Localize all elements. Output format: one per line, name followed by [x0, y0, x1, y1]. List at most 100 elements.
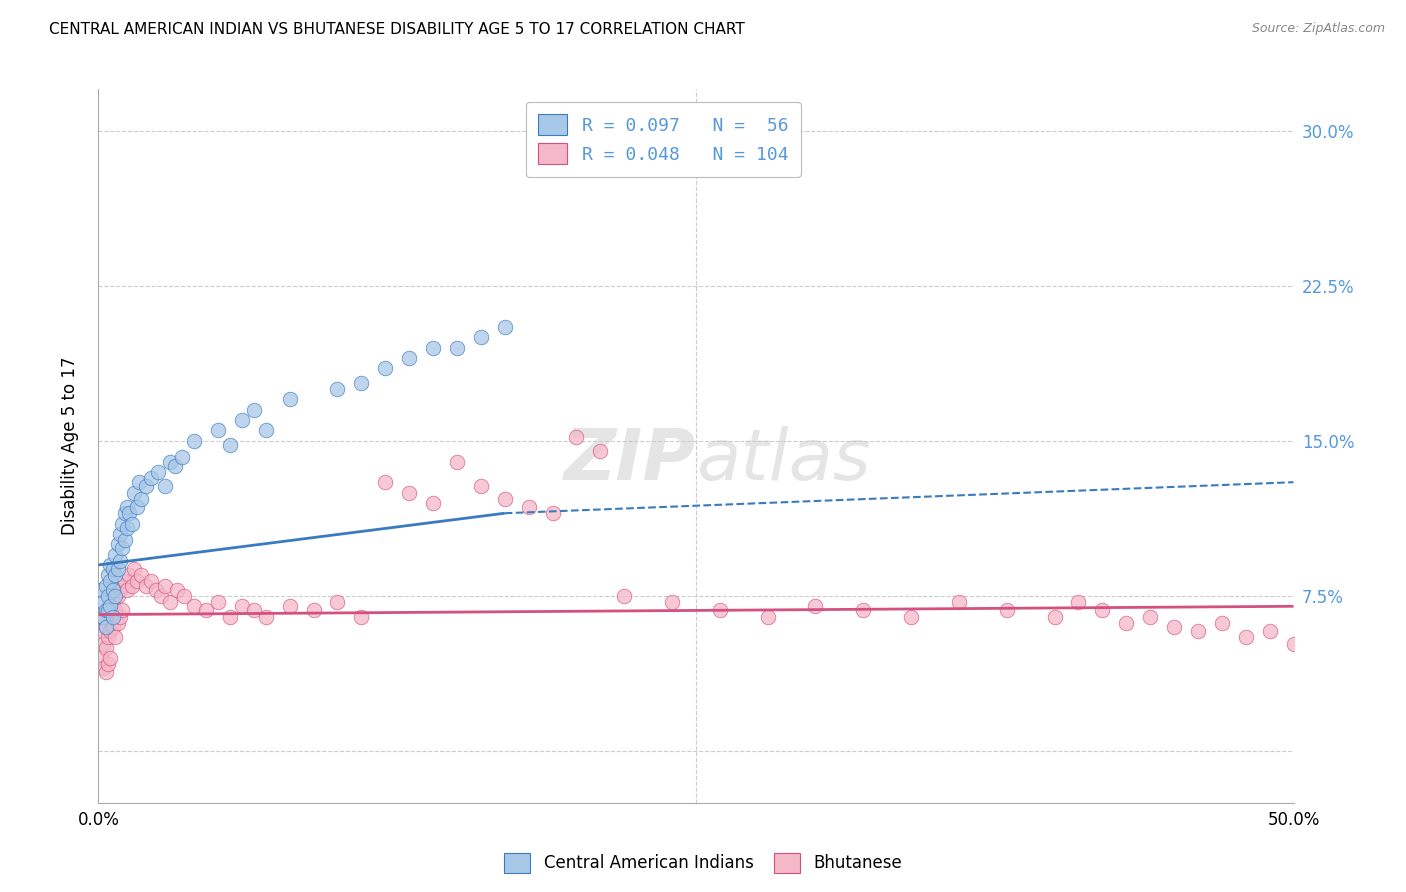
Point: [114, 533, 136, 548]
Point: [139, 471, 162, 485]
Point: [254, 609, 277, 624]
Point: [94, 665, 117, 680]
Point: [1354, 636, 1376, 650]
Point: [101, 609, 124, 624]
Point: [804, 599, 827, 614]
Point: [1067, 595, 1090, 609]
Point: [852, 603, 875, 617]
Point: [350, 376, 373, 390]
Point: [254, 424, 277, 438]
Point: [111, 579, 134, 593]
Point: [159, 595, 181, 609]
Point: [243, 402, 266, 417]
Point: [139, 574, 162, 589]
Point: [101, 562, 124, 576]
Point: [97, 603, 120, 617]
Text: CENTRAL AMERICAN INDIAN VS BHUTANESE DISABILITY AGE 5 TO 17 CORRELATION CHART: CENTRAL AMERICAN INDIAN VS BHUTANESE DIS…: [49, 22, 745, 37]
Point: [183, 434, 205, 448]
Point: [104, 548, 127, 562]
Point: [207, 424, 229, 438]
Point: [243, 603, 266, 617]
Point: [207, 595, 229, 609]
Point: [172, 450, 194, 465]
Point: [125, 574, 148, 589]
Point: [94, 579, 117, 593]
Point: [107, 589, 129, 603]
Point: [135, 579, 157, 593]
Point: [1282, 636, 1305, 650]
Point: [101, 595, 124, 609]
Y-axis label: Disability Age 5 to 17: Disability Age 5 to 17: [60, 357, 79, 535]
Point: [374, 475, 396, 490]
Point: [90, 651, 112, 665]
Point: [173, 589, 195, 603]
Point: [115, 500, 138, 514]
Point: [91, 636, 114, 650]
Point: [709, 603, 731, 617]
Point: [995, 603, 1018, 617]
Point: [422, 496, 444, 510]
Legend: R = 0.097   N =  56, R = 0.048   N = 104: R = 0.097 N = 56, R = 0.048 N = 104: [526, 102, 801, 177]
Point: [1234, 630, 1257, 644]
Point: [159, 454, 181, 468]
Point: [145, 582, 167, 597]
Point: [114, 574, 136, 589]
Point: [541, 506, 564, 520]
Point: [166, 582, 188, 597]
Point: [121, 516, 143, 531]
Point: [494, 320, 516, 334]
Point: [1187, 624, 1209, 639]
Point: [111, 516, 134, 531]
Point: [326, 382, 349, 396]
Point: [589, 444, 612, 458]
Point: [470, 330, 492, 344]
Point: [98, 651, 122, 665]
Point: [446, 454, 468, 468]
Point: [278, 392, 301, 407]
Point: [398, 351, 420, 365]
Point: [98, 599, 122, 614]
Point: [131, 568, 153, 582]
Point: [111, 541, 134, 556]
Point: [1043, 609, 1066, 624]
Point: [1258, 624, 1281, 639]
Point: [148, 465, 170, 479]
Point: [278, 599, 301, 614]
Point: [115, 582, 138, 597]
Point: [97, 630, 120, 644]
Point: [94, 620, 117, 634]
Point: [756, 609, 779, 624]
Point: [422, 341, 444, 355]
Point: [107, 615, 129, 630]
Point: [111, 603, 134, 617]
Text: Source: ZipAtlas.com: Source: ZipAtlas.com: [1251, 22, 1385, 36]
Point: [219, 609, 242, 624]
Point: [1306, 630, 1329, 644]
Point: [948, 595, 970, 609]
Point: [183, 599, 205, 614]
Point: [1378, 645, 1400, 659]
Point: [91, 609, 114, 624]
Point: [104, 589, 127, 603]
Text: atlas: atlas: [696, 425, 870, 495]
Point: [124, 562, 146, 576]
Point: [1163, 620, 1185, 634]
Point: [104, 603, 127, 617]
Point: [94, 620, 117, 634]
Point: [94, 603, 117, 617]
Point: [108, 554, 131, 568]
Point: [101, 620, 124, 634]
Point: [494, 491, 516, 506]
Point: [155, 579, 177, 593]
Point: [155, 479, 177, 493]
Point: [131, 491, 153, 506]
Point: [374, 361, 396, 376]
Point: [94, 640, 117, 655]
Point: [231, 413, 253, 427]
Point: [121, 579, 143, 593]
Point: [231, 599, 253, 614]
Point: [91, 661, 114, 675]
Point: [115, 521, 138, 535]
Point: [135, 479, 157, 493]
Point: [107, 537, 129, 551]
